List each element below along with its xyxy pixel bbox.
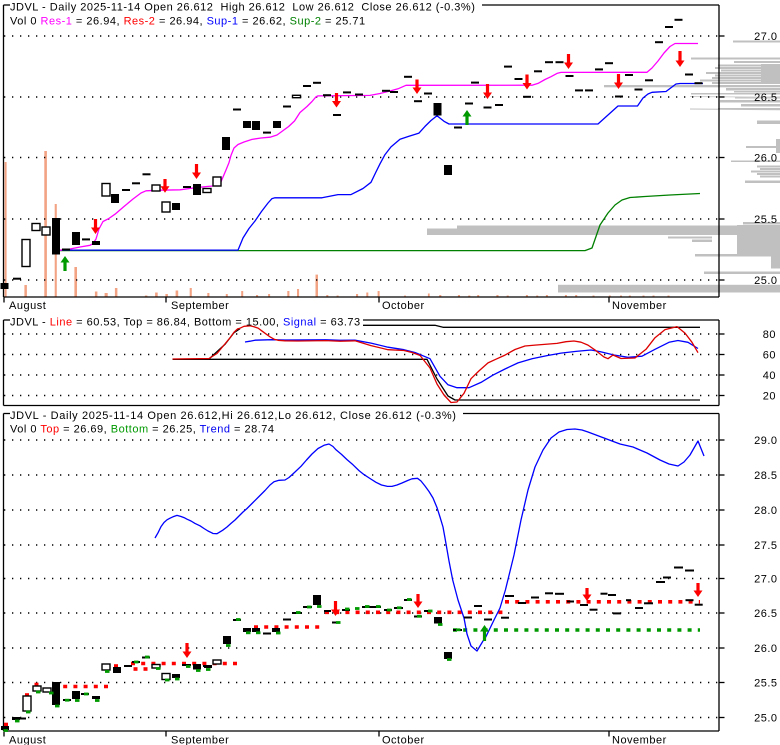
svg-text:August: August: [9, 300, 46, 312]
svg-text:29.0: 29.0: [754, 435, 777, 447]
svg-text:80: 80: [763, 329, 776, 341]
svg-text:25.5: 25.5: [754, 214, 777, 226]
svg-text:JDVL - Daily 2025-11-14 Open 2: JDVL - Daily 2025-11-14 Open 26.612 High…: [10, 2, 475, 14]
svg-text:August: August: [9, 735, 46, 745]
svg-text:26.5: 26.5: [754, 608, 777, 620]
svg-text:September: September: [171, 300, 229, 312]
svg-text:Vol 0 Top = 26.69, Bottom = 26: Vol 0 Top = 26.69, Bottom = 26.25, Trend…: [10, 424, 275, 436]
svg-text:25.5: 25.5: [754, 678, 777, 690]
svg-text:October: October: [382, 735, 425, 745]
svg-text:40: 40: [763, 370, 776, 382]
svg-text:27.0: 27.0: [754, 31, 777, 43]
svg-text:25.0: 25.0: [754, 275, 777, 287]
svg-text:Vol 0 Res-1 = 26.94, Res-2 = 2: Vol 0 Res-1 = 26.94, Res-2 = 26.94, Sup-…: [10, 16, 366, 28]
svg-text:JDVL - Line = 60.53, Top = 86.: JDVL - Line = 60.53, Top = 86.84, Bottom…: [10, 317, 361, 329]
svg-text:28.0: 28.0: [754, 505, 777, 517]
svg-text:October: October: [382, 300, 425, 312]
svg-text:25.0: 25.0: [754, 713, 777, 725]
svg-text:27.0: 27.0: [754, 574, 777, 586]
svg-text:September: September: [171, 735, 229, 745]
svg-text:26.0: 26.0: [754, 643, 777, 655]
svg-text:26.0: 26.0: [754, 153, 777, 165]
svg-text:60: 60: [763, 350, 776, 362]
svg-text:28.5: 28.5: [754, 470, 777, 482]
svg-text:27.5: 27.5: [754, 540, 777, 552]
svg-text:26.5: 26.5: [754, 92, 777, 104]
svg-text:November: November: [612, 735, 667, 745]
svg-text:JDVL - Daily 2025-11-14 Open 2: JDVL - Daily 2025-11-14 Open 26.612,Hi 2…: [10, 410, 457, 422]
svg-text:November: November: [612, 300, 667, 312]
svg-text:20: 20: [763, 391, 776, 403]
